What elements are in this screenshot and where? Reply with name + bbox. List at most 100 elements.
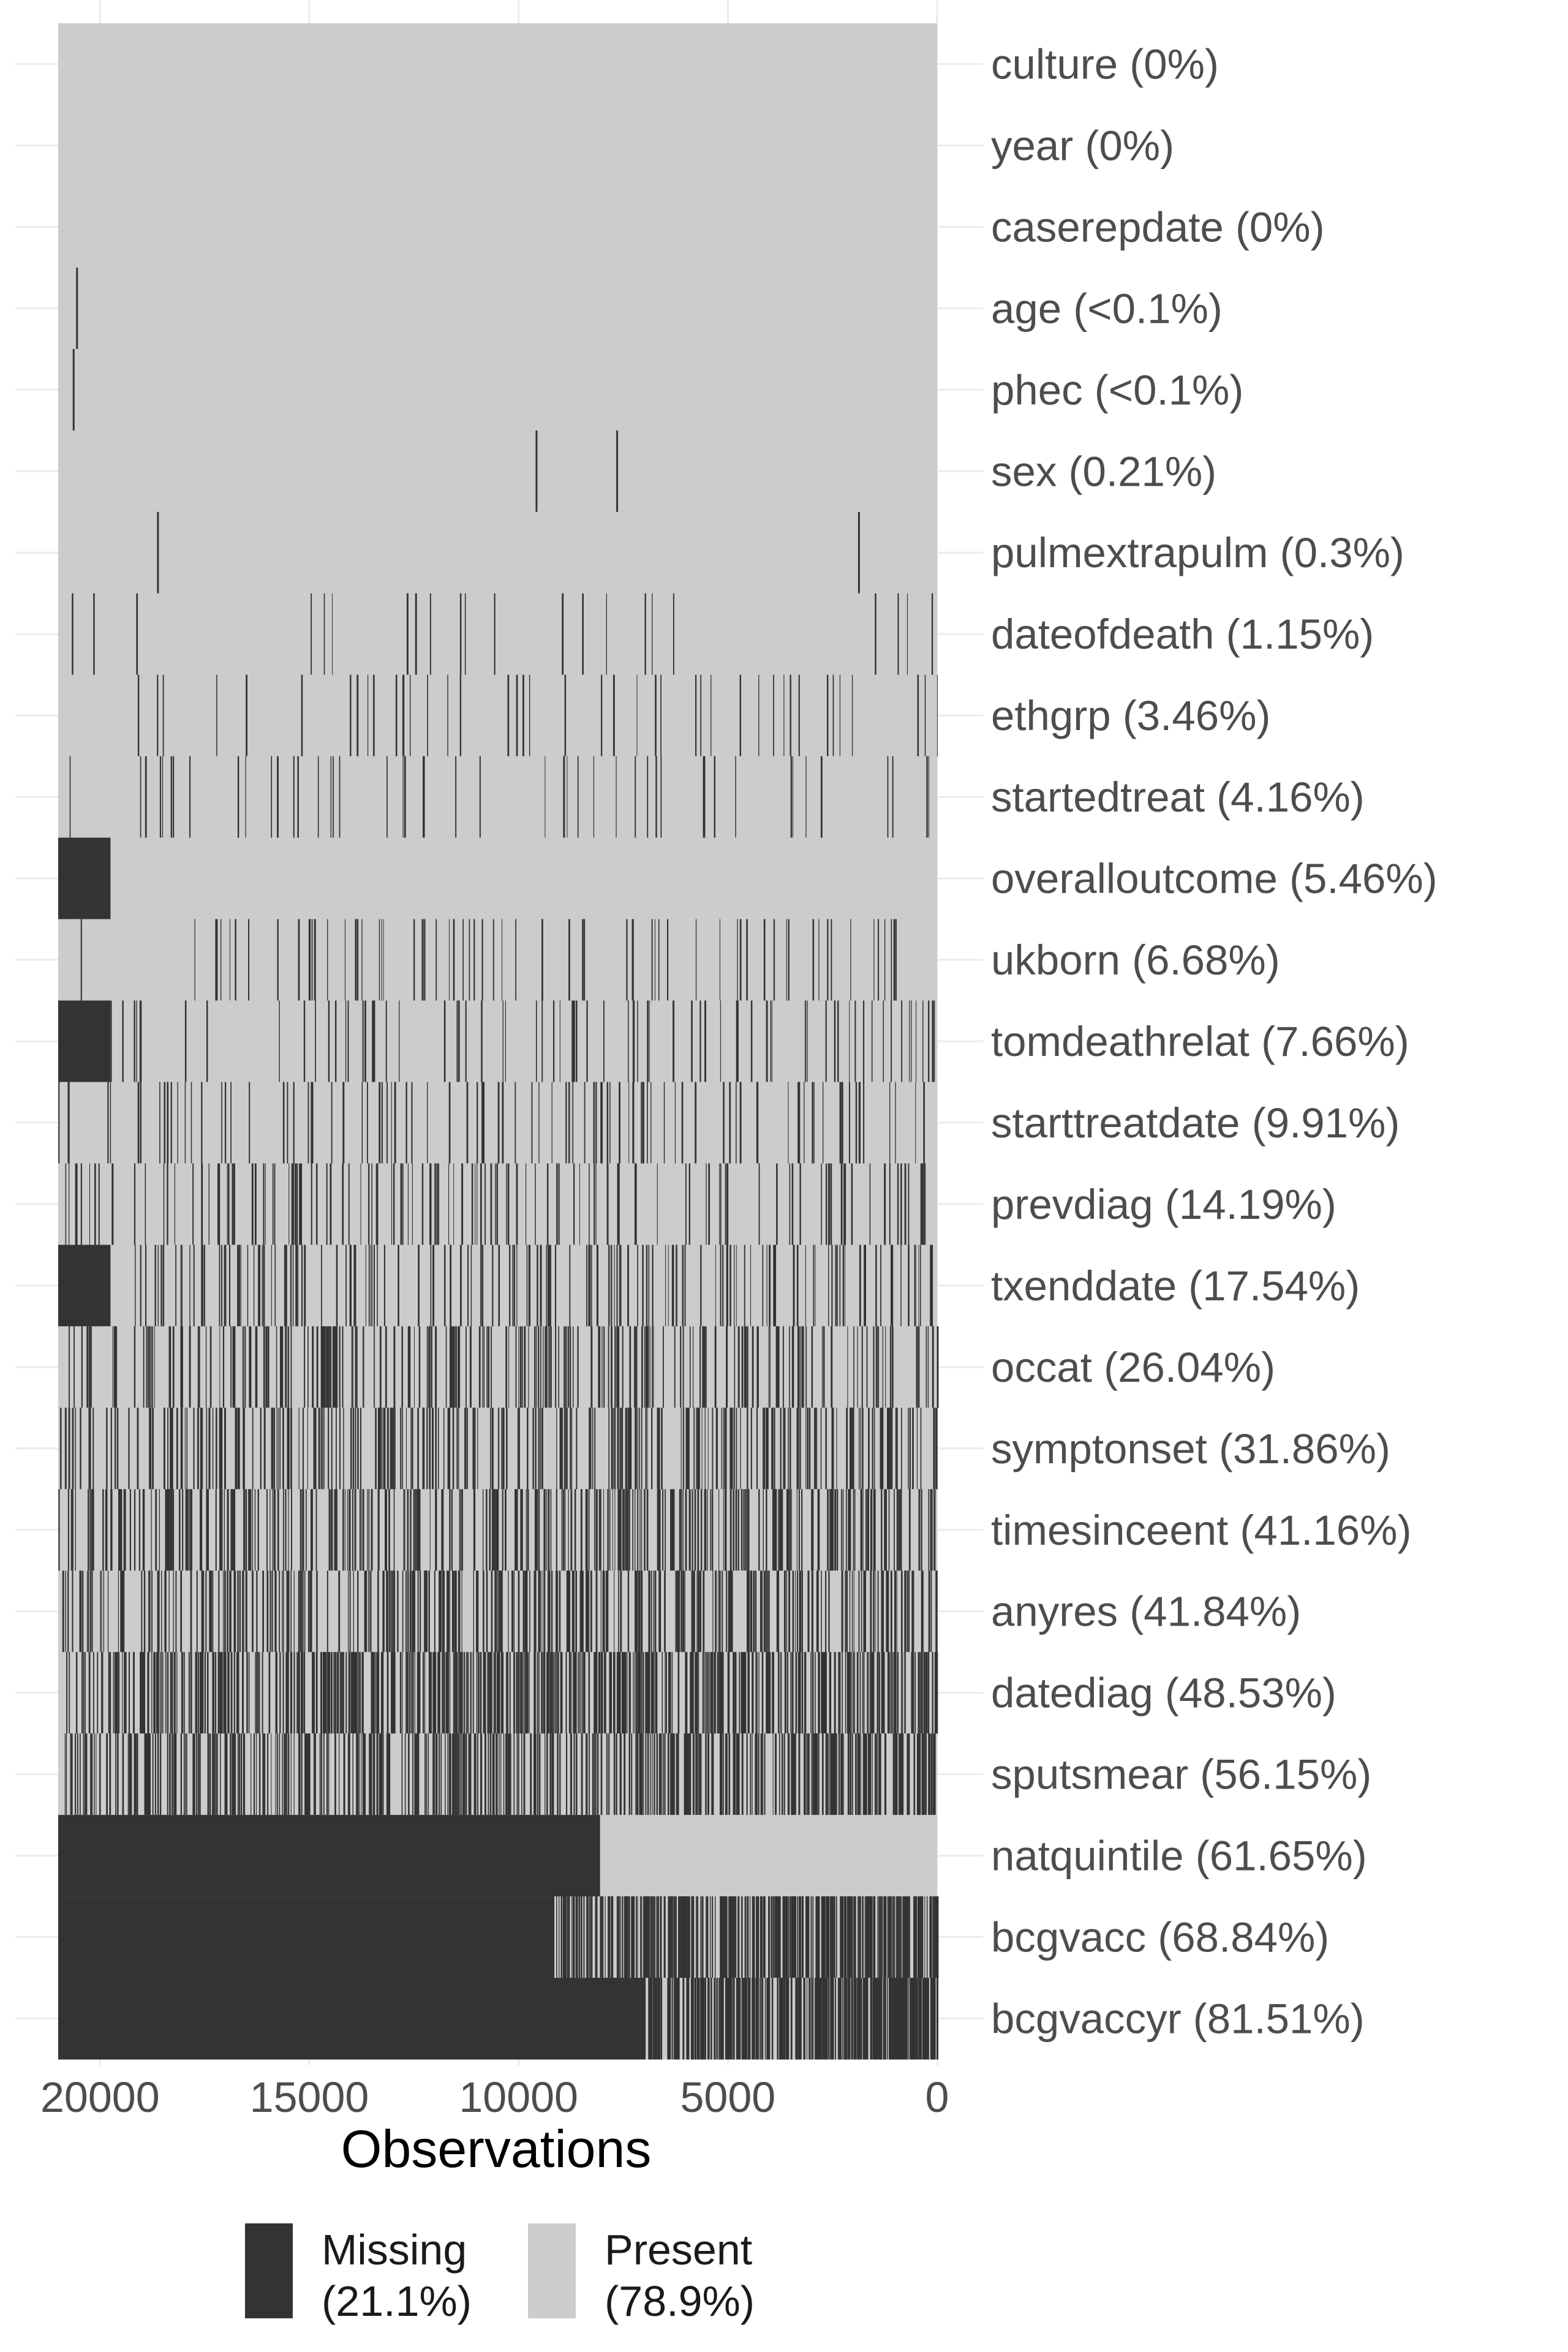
missing-mark-datediag: [143, 1652, 146, 1734]
missing-mark-timesinceent: [545, 1489, 546, 1571]
missing-mark-datediag: [467, 1652, 469, 1734]
missing-mark-prevdiag: [400, 1163, 402, 1245]
missing-mark-startedtreat: [140, 756, 141, 839]
missing-mark-starttreatdate: [224, 1082, 227, 1164]
missing-mark-timesinceent: [515, 1489, 517, 1571]
missing-mark-datediag: [181, 1652, 183, 1734]
missing-mark-tomdeathrelat: [720, 1000, 722, 1082]
missing-mark-sputsmear: [463, 1733, 466, 1815]
missing-mark-ethgrp: [783, 674, 785, 757]
missing-mark-bcgvaccyr: [864, 1978, 866, 2060]
missing-mark-sputsmear: [207, 1733, 209, 1815]
missing-mark-bcgvaccyr: [800, 1978, 801, 2060]
missing-mark-anyres: [659, 1570, 662, 1653]
missing-mark-ethgrp: [373, 674, 375, 757]
missing-mark-occat: [328, 1326, 330, 1408]
missing-mark-symptonset: [350, 1408, 352, 1490]
missing-mark-bcgvacc: [917, 1896, 919, 1978]
missing-mark-tomdeathrelat: [481, 1000, 482, 1082]
missing-mark-txenddate: [549, 1245, 551, 1327]
missing-mark-timesinceent: [775, 1489, 777, 1571]
missing-mark-sputsmear: [814, 1733, 816, 1815]
missing-mark-occat: [538, 1326, 540, 1408]
missing-mark-datediag: [447, 1652, 449, 1734]
missing-mark-bcgvaccyr: [858, 1978, 860, 2060]
missing-mark-bcgvaccyr: [698, 1978, 699, 2060]
missing-mark-anyres: [451, 1570, 453, 1653]
missing-mark-datediag: [799, 1652, 801, 1734]
missing-mark-sputsmear: [148, 1733, 149, 1815]
missing-mark-datediag: [594, 1652, 595, 1734]
missing-mark-datediag: [391, 1652, 393, 1734]
missing-mark-timesinceent: [102, 1489, 104, 1571]
missing-mark-anyres: [447, 1570, 448, 1653]
missing-mark-sputsmear: [415, 1733, 417, 1815]
missing-mark-bcgvacc: [824, 1896, 826, 1978]
missing-mark-dateofdeath: [323, 593, 325, 676]
missing-mark-timesinceent: [625, 1489, 627, 1571]
missing-mark-symptonset: [328, 1408, 330, 1490]
missing-mark-symptonset: [589, 1408, 591, 1490]
missing-mark-timesinceent: [622, 1489, 625, 1571]
missing-mark-symptonset: [501, 1408, 503, 1490]
missing-mark-anyres: [476, 1570, 478, 1653]
missing-mark-symptonset: [636, 1408, 638, 1490]
missing-mark-timesinceent: [300, 1489, 302, 1571]
missing-mark-txenddate: [225, 1245, 227, 1327]
missing-mark-sputsmear: [348, 1733, 350, 1815]
missing-mark-txenddate: [722, 1245, 723, 1327]
missing-mark-sputsmear: [477, 1733, 478, 1815]
missing-mark-occat: [242, 1326, 244, 1408]
missing-mark-timesinceent: [701, 1489, 703, 1571]
missing-mark-tomdeathrelat: [362, 1000, 364, 1082]
missing-mark-symptonset: [320, 1408, 322, 1490]
missing-mark-bcgvaccyr: [707, 1978, 709, 2060]
missing-mark-bcgvaccyr: [898, 1978, 899, 2060]
missing-mark-datediag: [897, 1652, 899, 1734]
missing-mark-timesinceent: [534, 1489, 537, 1571]
missing-mark-dateofdeath: [72, 593, 74, 676]
missing-mark-prevdiag: [208, 1163, 209, 1245]
missing-mark-occat: [170, 1326, 172, 1408]
missing-mark-bcgvacc: [889, 1896, 891, 1978]
missing-mark-anyres: [210, 1570, 213, 1653]
missing-mark-sputsmear: [592, 1733, 594, 1815]
missing-mark-starttreatdate: [681, 1082, 684, 1164]
missing-mark-bcgvaccyr: [784, 1978, 786, 2060]
missing-mark-symptonset: [390, 1408, 392, 1490]
missing-mark-symptonset: [323, 1408, 325, 1490]
missing-mark-sputsmear: [480, 1733, 482, 1815]
missing-mark-datediag: [702, 1652, 704, 1734]
missing-mark-ukborn: [739, 919, 742, 1001]
missing-mark-datediag: [286, 1652, 288, 1734]
missing-mark-datediag: [336, 1652, 339, 1734]
missing-mark-anyres: [461, 1570, 462, 1653]
missing-mark-bcgvacc: [797, 1896, 799, 1978]
row-present-pulmextrapulm: [58, 511, 937, 594]
missing-mark-bcgvaccyr: [861, 1978, 862, 2060]
missing-mark-bcgvaccyr: [922, 1978, 925, 2060]
missing-mark-sputsmear: [363, 1733, 366, 1815]
missing-mark-tomdeathrelat: [932, 1000, 934, 1082]
missing-mark-symptonset: [561, 1408, 563, 1490]
missing-mark-dateofdeath: [897, 593, 899, 676]
missing-mark-timesinceent: [723, 1489, 724, 1571]
missing-mark-timesinceent: [315, 1489, 317, 1571]
missing-mark-txenddate: [221, 1245, 222, 1327]
missing-mark-prevdiag: [884, 1163, 886, 1245]
missing-mark-sputsmear: [173, 1733, 175, 1815]
missing-mark-datediag: [883, 1652, 885, 1734]
missing-mark-bcgvacc: [673, 1896, 675, 1978]
missing-mark-anyres: [863, 1570, 865, 1653]
missing-mark-timesinceent: [459, 1489, 461, 1571]
x-axis-ticks: 20000 15000 10000 5000 0: [40, 2073, 949, 2121]
missing-mark-datediag: [497, 1652, 499, 1734]
missing-mark-bcgvaccyr: [704, 1978, 706, 2060]
missing-mark-timesinceent: [489, 1489, 491, 1571]
missing-mark-timesinceent: [347, 1489, 348, 1571]
missing-mark-sputsmear: [720, 1733, 722, 1815]
missing-mark-anyres: [590, 1570, 592, 1653]
missing-mark-datediag: [290, 1652, 292, 1734]
missing-mark-datediag: [557, 1652, 559, 1734]
missing-mark-txenddate: [529, 1245, 531, 1327]
